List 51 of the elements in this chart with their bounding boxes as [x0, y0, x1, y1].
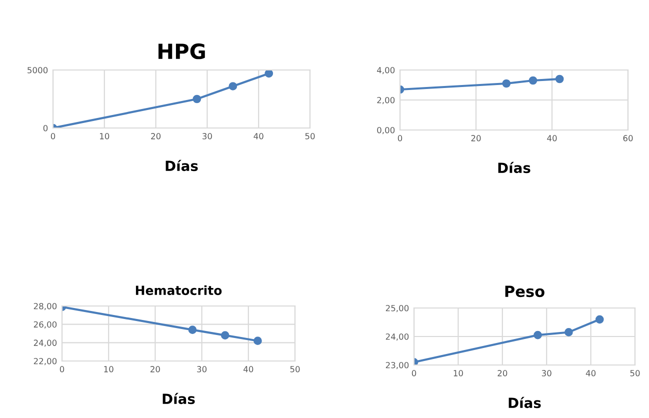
point: [534, 330, 542, 340]
x-tick-label: 40: [254, 133, 264, 140]
x-tick-label: 30: [197, 366, 207, 372]
x-tick-label: 50: [305, 133, 315, 140]
y-tick-label: 22,00: [34, 358, 57, 366]
x-tick-label: 30: [542, 370, 552, 376]
point: [228, 82, 238, 90]
y-tick-label: 2,00: [377, 96, 395, 104]
x-tick-label: 60: [623, 135, 633, 142]
x-tick-label: 0: [60, 366, 64, 372]
point: [220, 331, 230, 340]
x-tick-label: 40: [244, 366, 254, 372]
x-tick-label: 20: [471, 135, 481, 142]
x-axis-title: Días: [162, 392, 195, 404]
x-tick-label: 10: [100, 133, 110, 140]
chart-title: Hematocrito: [136, 285, 222, 296]
point: [188, 326, 197, 334]
x-tick-label: 40: [586, 370, 596, 376]
x-tick-label: 0: [412, 370, 416, 376]
x-tick-label: 20: [150, 366, 160, 372]
point: [264, 70, 274, 78]
x-axis-title: Días: [508, 396, 541, 408]
point: [502, 79, 511, 88]
y-tick-label: 23,00: [386, 362, 409, 370]
point: [595, 315, 604, 324]
y-tick-label: 24,00: [34, 340, 57, 347]
y-tick-label: 28,00: [34, 302, 57, 310]
y-tick-label: 5000: [28, 66, 48, 74]
chart-title: HPG: [158, 43, 205, 60]
point: [528, 76, 538, 85]
point: [254, 336, 262, 345]
x-tick-label: 40: [547, 135, 557, 142]
y-tick-label: 25,00: [386, 304, 409, 312]
x-tick-label: 20: [498, 370, 508, 376]
x-tick-label: 50: [290, 366, 300, 372]
y-tick-label: 24,00: [386, 333, 409, 341]
x-axis-title: Días: [166, 160, 198, 172]
y-tick-label: 0,00: [377, 126, 395, 134]
x-tick-label: 10: [104, 366, 114, 372]
x-tick-label: 50: [630, 370, 640, 376]
point: [192, 94, 202, 104]
y-tick-label: 4,00: [376, 66, 395, 74]
x-tick-label: 20: [151, 133, 161, 140]
point: [564, 328, 573, 336]
x-tick-label: 10: [454, 370, 463, 376]
chart-title: Peso: [505, 286, 544, 298]
y-tick-label: 0: [43, 124, 48, 132]
x-tick-label: 30: [202, 133, 212, 140]
y-tick-label: 26,00: [34, 321, 57, 328]
x-axis-title: Días: [498, 162, 530, 174]
point: [555, 74, 564, 84]
